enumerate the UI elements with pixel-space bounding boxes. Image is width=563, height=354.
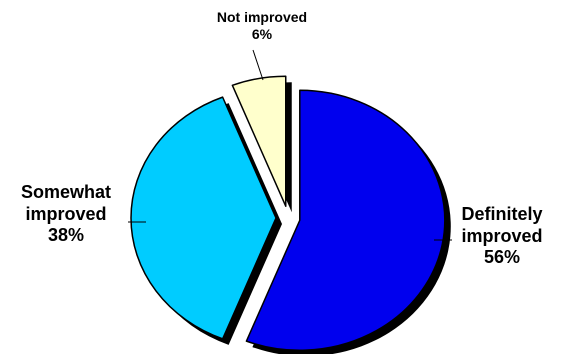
- label-definitely-improved-line1: Definitely: [446, 204, 558, 226]
- label-somewhat-improved-value: 38%: [4, 225, 128, 247]
- label-not-improved: Not improved 6%: [188, 9, 336, 43]
- label-not-improved-value: 6%: [188, 26, 336, 43]
- label-somewhat-improved-line2: improved: [4, 204, 128, 226]
- label-definitely-improved: Definitely improved 56%: [446, 204, 558, 269]
- leader-not-improved: [253, 50, 263, 80]
- label-somewhat-improved-line1: Somewhat: [4, 182, 128, 204]
- label-definitely-improved-value: 56%: [446, 247, 558, 269]
- label-somewhat-improved: Somewhat improved 38%: [4, 182, 128, 247]
- label-definitely-improved-line2: improved: [446, 226, 558, 248]
- label-not-improved-line1: Not improved: [188, 9, 336, 26]
